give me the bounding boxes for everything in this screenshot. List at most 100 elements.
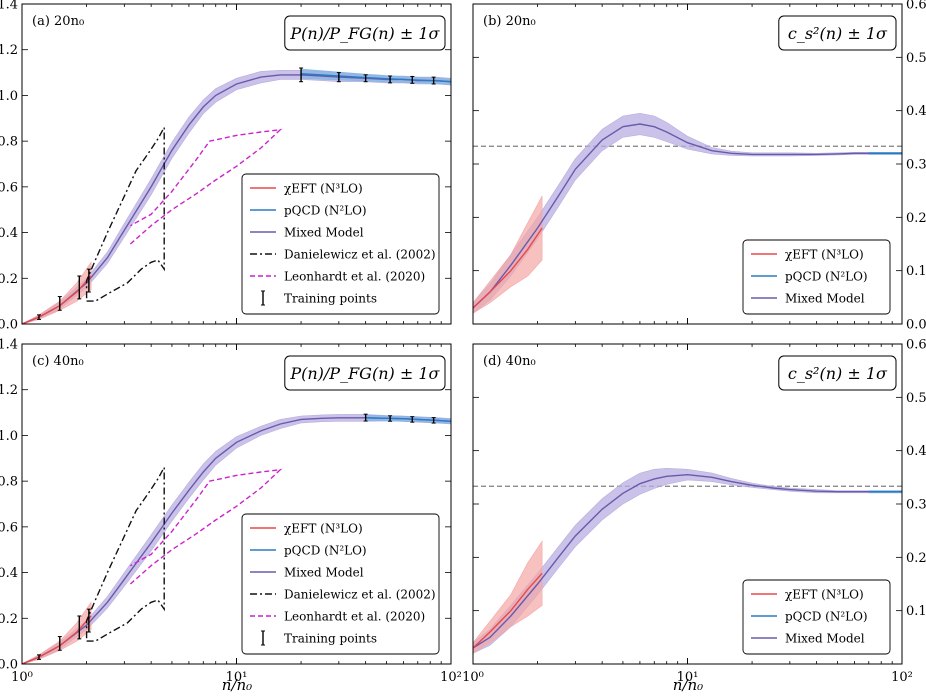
y-tick-label: 0.2	[0, 272, 18, 287]
legend-entry: Mixed Model	[284, 226, 364, 240]
y-tick-label: 0.4	[906, 444, 926, 459]
series-line-c-4	[129, 468, 283, 585]
training-point	[86, 268, 91, 293]
legend-entry: χEFT (N³LO)	[785, 588, 864, 602]
legend-entry: Danielewicz et al. (2002)	[284, 248, 436, 262]
legend-entry: pQCD (N²LO)	[785, 610, 868, 624]
series-line-c-2	[365, 417, 451, 422]
y-tick-label: 0.8	[0, 135, 18, 150]
series-line-a-2	[301, 73, 451, 83]
legend-entry: χEFT (N³LO)	[284, 522, 363, 536]
training-point	[36, 654, 41, 660]
y-tick-label: 0.5	[906, 391, 926, 406]
plot-area-d	[473, 467, 902, 654]
y-tick-label: 0.2	[906, 551, 926, 566]
training-point	[299, 67, 304, 83]
y-tick-label: 1.2	[0, 383, 18, 398]
panel-label-b: (b) 20n₀	[483, 14, 536, 29]
y-tick-label: 0.5	[906, 51, 926, 66]
y-tick-label: 0.3	[906, 158, 926, 173]
series-line-a-3	[85, 127, 165, 302]
y-tick-label: 0.0	[906, 318, 926, 333]
legend-entry: Leonhardt et al. (2020)	[284, 270, 425, 284]
y-tick-label: 0.2	[0, 612, 18, 627]
legend-entry: Mixed Model	[785, 292, 865, 306]
y-tick-label: 1.4	[0, 0, 18, 13]
title-box-c	[284, 355, 446, 391]
training-point	[336, 72, 341, 83]
band-c-1	[22, 601, 92, 664]
panel-d: 0.1 0.2 0.3 0.4 0.5 0.6 10⁰ 10¹ 10² (d) 40n₀ c_s²(…	[462, 338, 926, 686]
series-line-b-0	[473, 123, 902, 309]
chart-title-d: c_s²(n) ± 1σ	[788, 364, 888, 383]
x-axis-label-right: n/n₀	[673, 676, 703, 694]
training-point	[86, 608, 91, 633]
legend-entry: χEFT (N³LO)	[785, 248, 864, 262]
legend-a: χEFT (N³LO) pQCD (N²LO) Mixed Model Daniele…	[241, 173, 440, 315]
y-tick-label: 0.1	[906, 604, 926, 619]
x-tick-label: 10²	[440, 670, 462, 685]
legend-entry: Mixed Model	[785, 632, 865, 646]
legend-entry: Danielewicz et al. (2002)	[284, 588, 436, 602]
series-line-c-3	[85, 467, 165, 642]
y-tick-label: 0.6	[906, 0, 926, 13]
series-line-a-4	[129, 128, 283, 245]
training-point	[431, 76, 436, 85]
legend-entry: Leonhardt et al. (2020)	[284, 610, 425, 624]
panel-label-d: (d) 40n₀	[483, 354, 536, 369]
plot-area-a	[22, 67, 451, 324]
training-point	[77, 275, 82, 300]
band-a-1	[22, 261, 92, 324]
x-tick-label: 10²	[891, 670, 913, 685]
training-point	[36, 314, 41, 320]
legend-entry: χEFT (N³LO)	[284, 182, 363, 196]
legend-entry: pQCD (N²LO)	[284, 544, 367, 558]
y-tick-label: 0.4	[0, 226, 18, 241]
y-tick-label: 0.6	[906, 338, 926, 353]
panel-c: 0.0 0.2 0.4 0.6 0.8 1.0 1.2 1.4 10⁰ 10¹ 10² (c) 40n…	[0, 338, 462, 686]
band-d-1	[473, 540, 543, 654]
legend-frame	[241, 173, 440, 315]
training-point	[77, 615, 82, 640]
y-tick-label: 0.3	[906, 498, 926, 513]
y-tick-label: 0.8	[0, 475, 18, 490]
title-box-b	[778, 15, 897, 51]
x-tick-label: 10⁰	[11, 670, 33, 685]
training-point	[363, 413, 368, 422]
legend-entry: pQCD (N²LO)	[284, 204, 367, 218]
plot-area-c	[22, 413, 451, 664]
legend-d: χEFT (N³LO) pQCD (N²LO) Mixed Model	[742, 579, 891, 655]
title-box-d	[778, 355, 897, 391]
legend-b: χEFT (N³LO) pQCD (N²LO) Mixed Model	[742, 239, 891, 315]
legend-frame	[742, 239, 891, 315]
chart-title-a: P(n)/P_FG(n) ± 1σ	[289, 24, 440, 43]
band-d-0	[473, 467, 902, 654]
y-tick-label: 1.0	[0, 429, 18, 444]
legend-frame	[742, 579, 891, 655]
training-point	[57, 296, 62, 311]
y-tick-label: 0.4	[0, 566, 18, 581]
training-point	[431, 417, 436, 424]
y-tick-label: 1.4	[0, 338, 18, 353]
plot-area-b	[473, 112, 902, 314]
training-point	[363, 74, 368, 83]
panel-label-c: (c) 40n₀	[32, 354, 84, 369]
y-tick-label: 0.6	[0, 520, 18, 535]
y-tick-label: 0.6	[0, 180, 18, 195]
panel-label-a: (a) 20n₀	[32, 14, 84, 29]
series-line-b-1	[473, 227, 543, 309]
y-tick-label: 0.0	[0, 658, 18, 673]
title-box-a	[284, 15, 446, 51]
legend-c: χEFT (N³LO) pQCD (N²LO) Mixed Model Daniele…	[241, 513, 440, 655]
legend-frame	[241, 513, 440, 655]
legend-entry: Mixed Model	[284, 566, 364, 580]
training-point	[57, 636, 62, 651]
y-tick-label: 0.1	[906, 264, 926, 279]
panel-b: 0.0 0.1 0.2 0.3 0.4 0.5 0.6 (b) 20n₀ c_s²(n) ± 1…	[472, 0, 926, 333]
training-point	[410, 75, 415, 84]
series-line-d-0	[473, 473, 902, 649]
legend-entry: Training points	[284, 292, 377, 306]
x-tick-label: 10¹	[226, 670, 248, 685]
